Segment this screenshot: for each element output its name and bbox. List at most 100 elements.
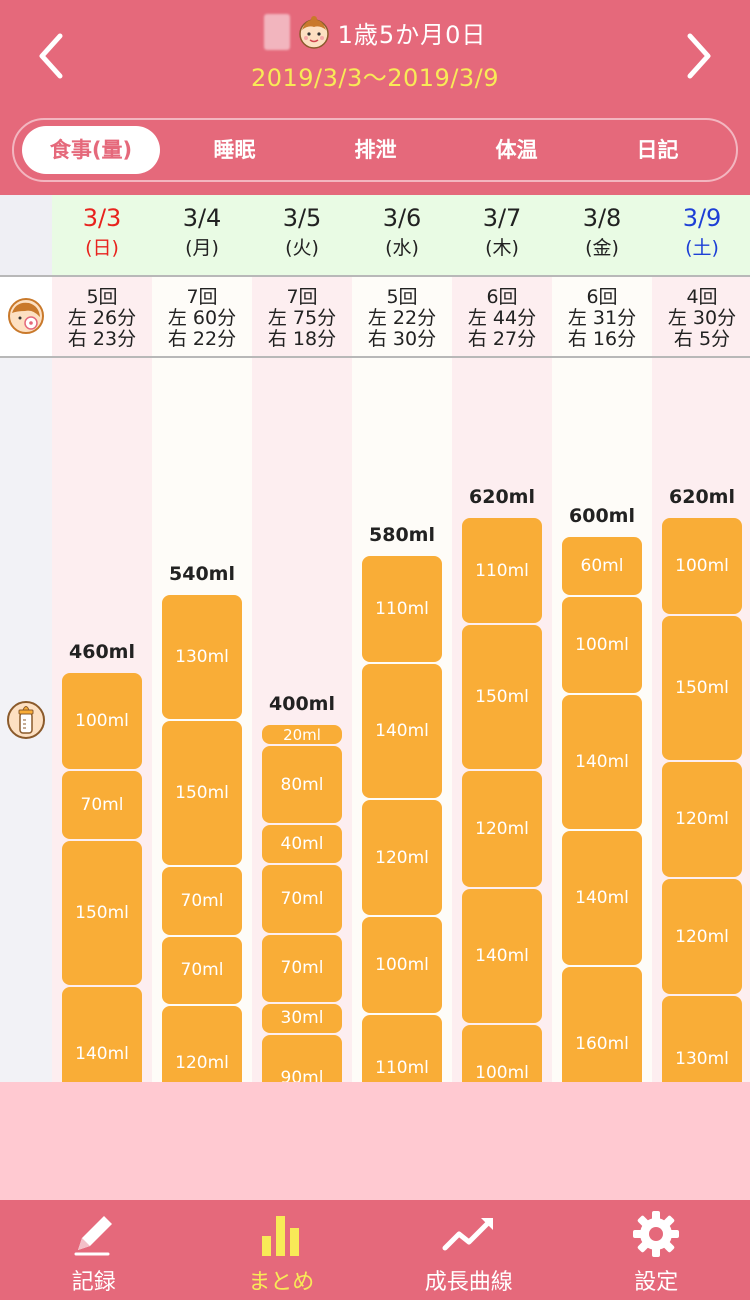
weekday-label: (土)	[685, 237, 719, 259]
nav-record[interactable]: 記録	[0, 1200, 188, 1300]
feeding-segment[interactable]: 80ml	[262, 746, 342, 823]
nursing-count: 4回	[686, 286, 718, 308]
tab-sleep[interactable]: 睡眠	[213, 138, 256, 162]
feeding-segment[interactable]: 130ml	[162, 594, 242, 720]
nursing-left: 左 22分	[367, 307, 437, 329]
date-cells: 3/3 (日) 3/4 (月) 3/5 (火) 3/6 (水) 3/7 (木) 3/8 (金) 3/9 (…	[52, 195, 750, 275]
feeding-segment[interactable]: 100ml	[462, 1025, 542, 1082]
nursing-count: 5回	[386, 286, 418, 308]
week-date-range: 2019/3/3〜2019/3/9	[250, 64, 500, 92]
nursing-summary[interactable]: 6回左 44分右 27分	[452, 277, 552, 356]
nursing-count: 6回	[586, 286, 618, 308]
header: 1歳5か月0日 2019/3/3〜2019/3/9 食事(量) 睡眠 排泄 体温…	[0, 0, 750, 195]
feeding-segment[interactable]: 130ml	[662, 996, 742, 1082]
feeding-segment[interactable]: 60ml	[562, 537, 642, 595]
nursing-summary[interactable]: 7回左 75分右 18分	[252, 277, 352, 356]
nursing-summary[interactable]: 4回左 30分右 5分	[652, 277, 750, 356]
feeding-segment[interactable]: 140ml	[62, 986, 142, 1082]
feeding-segment[interactable]: 30ml	[262, 1003, 342, 1033]
tab-temperature[interactable]: 体温	[495, 138, 538, 162]
feeding-segment[interactable]: 150ml	[662, 615, 742, 760]
child-age: 1歳5か月0日	[337, 20, 487, 49]
nursing-row: 5回左 26分右 23分 7回左 60分右 22分 7回左 75分右 18分 5回左 …	[0, 277, 750, 356]
bar-chart-icon	[262, 1216, 300, 1256]
chevron-right-icon	[687, 33, 711, 79]
date-label: 3/7	[482, 204, 522, 232]
next-week-button[interactable]	[680, 30, 720, 82]
feeding-segment[interactable]: 100ml	[562, 596, 642, 693]
feeding-segment[interactable]: 150ml	[162, 721, 242, 866]
bottom-navigation: 記録 まとめ 成長曲線 設定	[0, 1200, 750, 1300]
feeding-segment[interactable]: 70ml	[162, 867, 242, 935]
date-label: 3/5	[282, 204, 322, 232]
nursing-left: 左 30分	[667, 307, 737, 329]
feeding-segment[interactable]: 90ml	[262, 1034, 342, 1082]
gear-icon	[633, 1211, 680, 1257]
feeding-segment[interactable]: 120ml	[662, 761, 742, 877]
feeding-segment[interactable]: 100ml	[62, 673, 142, 770]
feeding-segment[interactable]: 140ml	[562, 694, 642, 829]
nursing-summary[interactable]: 5回左 22分右 30分	[352, 277, 452, 356]
date-label: 3/3	[82, 204, 122, 232]
daily-total-label: 400ml	[269, 693, 335, 715]
date-cell: 3/3 (日)	[52, 203, 152, 263]
feeding-segment[interactable]: 70ml	[162, 936, 242, 1004]
nursing-summary[interactable]: 5回左 26分右 23分	[52, 277, 152, 356]
child-title: 1歳5か月0日	[0, 14, 750, 50]
date-row-spacer	[0, 195, 52, 275]
feeding-segment[interactable]: 120ml	[662, 879, 742, 995]
feeding-segment[interactable]: 20ml	[262, 725, 342, 745]
nursing-left: 左 60分	[167, 307, 237, 329]
feeding-segment[interactable]: 100ml	[662, 517, 742, 614]
nav-summary-label: まとめ	[248, 1270, 315, 1295]
tab-excretion[interactable]: 排泄	[354, 138, 397, 162]
nursing-summary[interactable]: 6回左 31分右 16分	[552, 277, 652, 356]
date-label: 3/9	[682, 204, 722, 232]
feeding-segment[interactable]: 160ml	[562, 967, 642, 1082]
feeding-segment[interactable]: 100ml	[362, 917, 442, 1014]
date-cell: 3/8 (金)	[552, 203, 652, 263]
feeding-segment[interactable]: 120ml	[362, 800, 442, 916]
child-name-blurred	[263, 14, 290, 50]
feeding-segment[interactable]: 120ml	[162, 1005, 242, 1082]
feeding-segment[interactable]: 70ml	[262, 934, 342, 1002]
nursing-left: 左 31分	[567, 307, 637, 329]
feeding-segment[interactable]: 150ml	[62, 840, 142, 985]
trend-line-icon	[442, 1218, 493, 1251]
nursing-summary[interactable]: 7回左 60分右 22分	[152, 277, 252, 356]
feeding-segment[interactable]: 120ml	[462, 771, 542, 887]
feeding-segment[interactable]: 150ml	[462, 625, 542, 770]
tab-meal-amount[interactable]: 食事(量)	[22, 126, 160, 174]
previous-week-button[interactable]	[30, 30, 70, 82]
feeding-segment[interactable]: 70ml	[62, 771, 142, 839]
category-tabs: 食事(量) 睡眠 排泄 体温 日記	[12, 118, 738, 182]
nav-settings[interactable]: 設定	[563, 1200, 750, 1300]
daily-total-label: 620ml	[469, 485, 535, 508]
feeding-amount-chart: 460ml 100ml 70ml 150ml 140ml 540ml 130ml 150ml 7…	[0, 358, 750, 1082]
baby-face-icon	[298, 16, 329, 49]
daily-total-label: 600ml	[569, 505, 635, 527]
daily-total-label: 460ml	[69, 641, 135, 664]
date-cell: 3/9 (土)	[652, 203, 750, 263]
divider	[0, 275, 750, 277]
feeding-segment[interactable]: 70ml	[262, 865, 342, 933]
feeding-segment[interactable]: 110ml	[362, 556, 442, 662]
feeding-segment[interactable]: 40ml	[262, 825, 342, 864]
daily-total-label: 580ml	[369, 524, 435, 547]
feeding-segment[interactable]: 140ml	[362, 663, 442, 799]
nav-summary[interactable]: まとめ	[188, 1200, 376, 1300]
feeding-segment[interactable]: 140ml	[462, 888, 542, 1023]
date-label: 3/4	[182, 204, 222, 232]
weekday-label: (水)	[385, 237, 419, 259]
weekday-label: (火)	[285, 237, 319, 259]
nursing-count: 7回	[286, 286, 318, 308]
feeding-segment[interactable]: 110ml	[362, 1015, 442, 1082]
nursing-right: 右 5分	[673, 328, 731, 350]
nav-growth-curve-label: 成長曲線	[424, 1270, 513, 1295]
tab-diary[interactable]: 日記	[636, 138, 679, 162]
nursing-left: 左 26分	[67, 307, 137, 329]
nav-growth-curve[interactable]: 成長曲線	[375, 1200, 563, 1300]
feeding-segment[interactable]: 110ml	[462, 517, 542, 624]
feeding-segment[interactable]: 140ml	[562, 831, 642, 966]
weekday-label: (木)	[485, 237, 519, 259]
